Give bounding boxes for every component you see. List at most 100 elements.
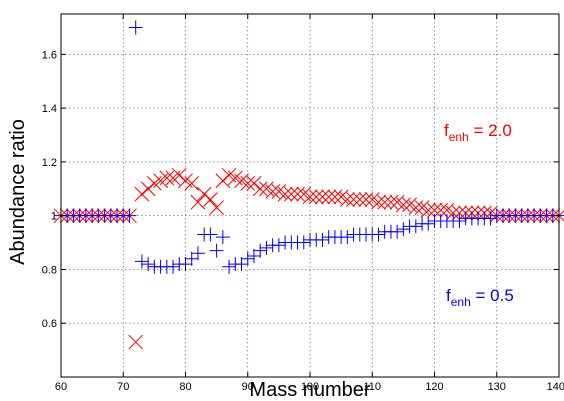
plus-marker — [203, 227, 218, 242]
x-marker — [283, 186, 299, 202]
x-marker — [308, 189, 324, 205]
x-marker — [252, 181, 268, 197]
x-marker — [383, 194, 399, 210]
x-marker — [134, 186, 150, 202]
x-marker — [227, 170, 243, 186]
plus-marker — [296, 235, 311, 250]
x-marker — [271, 184, 287, 199]
x-marker — [371, 194, 386, 210]
x-marker — [165, 170, 181, 186]
x-tick-label: 140 — [547, 381, 564, 393]
x-marker — [315, 189, 330, 205]
x-marker — [389, 194, 405, 210]
legend-f-enh-2-main: f — [444, 121, 449, 140]
x-marker — [402, 197, 417, 213]
x-marker — [420, 202, 436, 218]
x-marker — [159, 170, 175, 186]
y-tick-label: 1.2 — [42, 157, 57, 169]
plus-marker — [246, 249, 261, 263]
x-marker — [209, 200, 224, 215]
x-marker — [277, 186, 293, 202]
x-marker — [396, 197, 411, 213]
x-marker — [445, 205, 461, 221]
x-tick-label: 80 — [179, 381, 191, 393]
plus-marker — [222, 259, 237, 274]
x-marker — [128, 334, 144, 350]
x-marker — [246, 176, 262, 191]
x-marker — [240, 176, 256, 191]
plus-marker — [240, 251, 255, 266]
x-marker — [265, 184, 281, 199]
x-tick-label: 60 — [55, 381, 67, 393]
y-tick-label: 1.4 — [42, 103, 57, 115]
plus-marker — [259, 240, 274, 255]
x-marker — [196, 186, 212, 202]
plus-marker — [141, 257, 156, 272]
legend-f-enh-0-5-sub: enh — [451, 295, 471, 309]
y-tick-label: 1.6 — [42, 49, 57, 61]
plus-marker — [134, 254, 149, 269]
x-marker — [339, 192, 355, 207]
x-marker — [184, 176, 200, 191]
x-axis-label: Mass number — [249, 379, 370, 401]
x-marker — [302, 189, 318, 205]
plus-marker — [184, 251, 199, 266]
x-marker — [358, 192, 374, 207]
plus-marker — [483, 211, 498, 226]
x-marker — [296, 186, 312, 202]
x-tick-label: 100 — [301, 381, 319, 393]
plus-marker — [253, 243, 268, 258]
plus-marker — [452, 214, 467, 229]
legend-f-enh-2-sub: enh — [449, 130, 469, 144]
x-tick-label: 130 — [488, 381, 506, 393]
axis-ticks: 60 70 80 90 100 110 120 130 140 0.6 0.8 1 1.2 1.4 1.6 — [42, 14, 564, 393]
plus-marker — [408, 219, 423, 234]
grid-lines — [61, 14, 559, 377]
data-points — [53, 20, 564, 350]
plus-marker — [371, 227, 386, 242]
series-f-enh-0-5 — [54, 20, 564, 274]
series-f-enh-2 — [53, 167, 564, 350]
legend-f-enh-0-5-main: f — [446, 286, 451, 305]
x-marker — [427, 202, 442, 218]
x-marker — [346, 192, 361, 207]
x-marker — [452, 205, 467, 221]
legend-f-enh-2-rest: = 2.0 — [469, 121, 512, 140]
x-tick-label: 120 — [425, 381, 443, 393]
x-tick-label: 70 — [117, 381, 129, 393]
x-marker — [147, 176, 162, 191]
y-tick-label: 1 — [51, 211, 57, 223]
x-marker — [153, 173, 168, 189]
x-marker — [414, 200, 430, 215]
x-marker — [433, 202, 449, 218]
legend-f-enh-0-5-rest: = 0.5 — [471, 286, 514, 305]
plus-marker — [122, 208, 137, 223]
plus-marker — [271, 238, 286, 253]
plus-marker — [215, 230, 230, 245]
x-tick-label: 90 — [242, 381, 254, 393]
x-marker — [221, 167, 237, 183]
plus-marker — [421, 216, 436, 231]
plus-marker — [234, 257, 249, 272]
x-marker — [377, 194, 393, 210]
plus-marker — [190, 246, 205, 261]
x-marker — [140, 181, 156, 197]
y-tick-label: 0.6 — [42, 318, 57, 330]
plus-marker — [128, 20, 143, 35]
x-tick-label: 110 — [363, 381, 381, 393]
x-marker — [333, 189, 349, 205]
plus-marker — [315, 232, 330, 247]
legend-f-enh-0-5: fenh = 0.5 — [446, 286, 514, 309]
x-marker — [259, 181, 274, 197]
plus-marker — [396, 222, 411, 237]
y-axis-label: Abundance ratio — [7, 119, 29, 265]
x-marker — [215, 173, 231, 189]
x-marker — [321, 189, 337, 205]
x-marker — [190, 194, 206, 210]
plus-marker — [340, 230, 355, 245]
legend-f-enh-2: fenh = 2.0 — [444, 121, 512, 144]
x-marker — [290, 186, 305, 202]
x-marker — [327, 189, 343, 205]
y-tick-label: 0.8 — [42, 264, 57, 276]
